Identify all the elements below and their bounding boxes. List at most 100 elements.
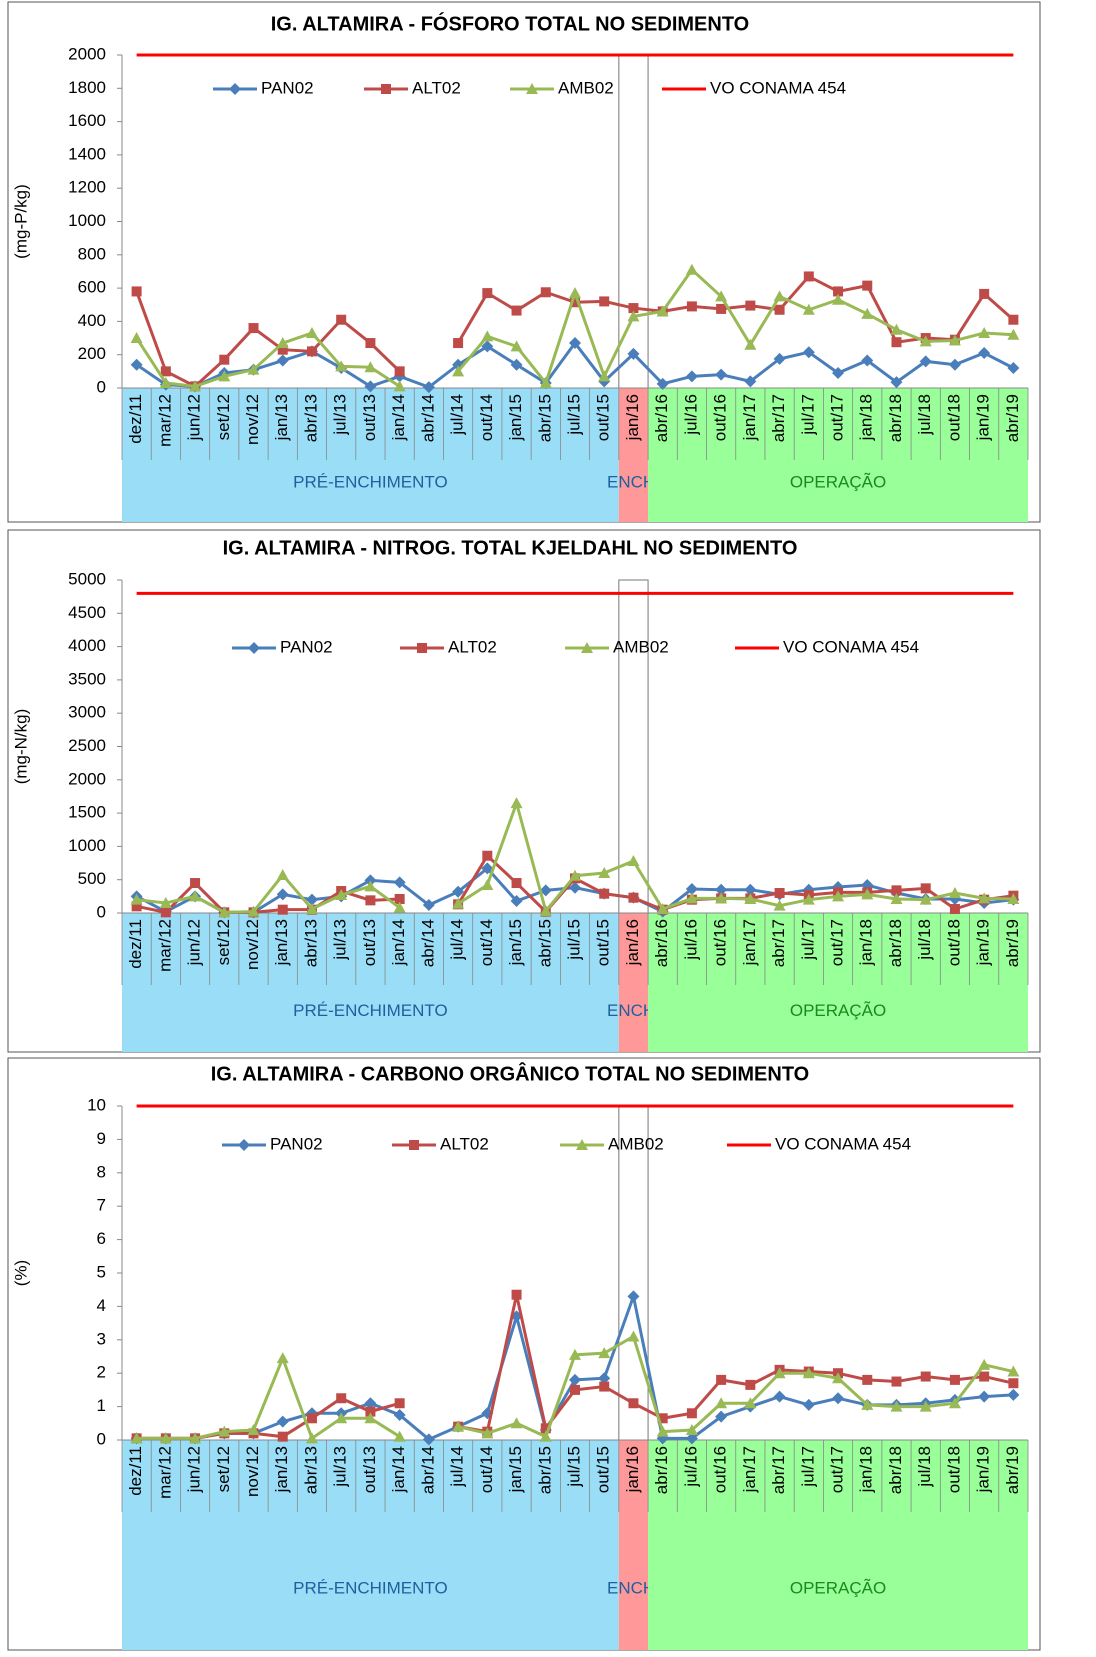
x-tick-label: jan/13 [272, 1446, 291, 1493]
x-tick-label: jul/14 [448, 394, 467, 436]
y-tick-label: 1000 [68, 836, 106, 855]
marker [336, 1393, 347, 1404]
marker [919, 1400, 932, 1412]
y-tick-label: 2000 [68, 44, 106, 63]
marker [229, 83, 241, 95]
marker [130, 332, 143, 344]
marker [364, 880, 377, 892]
marker [715, 1410, 728, 1423]
x-tick-label: out/15 [594, 394, 613, 441]
marker [773, 1390, 786, 1403]
y-tick-label: 1600 [68, 111, 106, 130]
x-tick-label: jan/19 [974, 919, 993, 966]
marker [1007, 362, 1020, 375]
marker [576, 1139, 588, 1150]
marker [598, 370, 611, 382]
marker [336, 314, 347, 325]
marker [948, 358, 961, 371]
phase-band [648, 388, 1028, 522]
x-tick-label: jul/15 [564, 1446, 583, 1488]
marker [306, 1413, 317, 1424]
marker [656, 903, 669, 915]
marker [862, 280, 873, 291]
marker [920, 1371, 931, 1382]
y-tick-label: 500 [78, 869, 106, 888]
marker [890, 1400, 903, 1412]
marker [305, 893, 318, 906]
y-tick-label: 2 [97, 1363, 106, 1382]
x-tick-label: jul/17 [798, 394, 817, 436]
phase-label: ENCH. [607, 473, 660, 492]
marker [481, 862, 494, 875]
marker [365, 338, 376, 349]
x-tick-label: abr/15 [535, 919, 554, 967]
marker [745, 1379, 756, 1390]
marker [131, 901, 142, 912]
y-tick-label: 5 [97, 1262, 106, 1281]
marker [422, 899, 435, 912]
marker [978, 892, 991, 904]
marker [365, 895, 376, 906]
y-tick-label: 0 [97, 1429, 106, 1448]
marker [190, 878, 201, 889]
x-tick-label: abr/17 [769, 919, 788, 967]
phase-label: PRÉ-ENCHIMENTO [293, 1579, 448, 1598]
x-tick-label: jan/17 [740, 919, 759, 966]
series-line [136, 798, 1014, 915]
marker [130, 893, 143, 905]
marker [979, 1371, 990, 1382]
marker [598, 1372, 611, 1385]
x-tick-label: jul/16 [681, 1446, 700, 1488]
marker [482, 288, 493, 299]
y-axis-label: (%) [11, 1260, 30, 1286]
y-tick-label: 0 [97, 902, 106, 921]
marker [540, 1423, 551, 1434]
x-tick-label: jun/12 [185, 394, 204, 441]
marker [510, 358, 523, 371]
marker [569, 337, 581, 350]
marker [540, 287, 551, 298]
legend-label: ALT02 [448, 637, 497, 656]
x-tick-label: abr/16 [652, 394, 671, 442]
marker [238, 1139, 250, 1151]
phase-band [618, 1440, 649, 1650]
marker [417, 643, 427, 653]
marker [861, 888, 874, 900]
marker [948, 887, 961, 899]
x-tick-label: abr/16 [652, 919, 671, 967]
marker [627, 855, 640, 867]
marker [539, 1430, 552, 1442]
marker [218, 1425, 231, 1437]
marker [511, 305, 522, 316]
marker [890, 893, 903, 905]
y-tick-label: 3000 [68, 703, 106, 722]
marker [276, 1352, 289, 1364]
marker [393, 380, 406, 392]
marker [832, 293, 845, 305]
y-axis-label: (mg-N/kg) [11, 709, 30, 785]
marker [1007, 1388, 1020, 1401]
marker [862, 1374, 873, 1385]
marker [159, 897, 172, 909]
x-tick-label: abr/19 [1003, 919, 1022, 967]
y-tick-label: 0 [97, 377, 106, 396]
marker [189, 1432, 202, 1444]
marker [685, 370, 698, 383]
marker [422, 1433, 435, 1446]
x-tick-label: jan/15 [506, 394, 525, 441]
x-tick-label: out/14 [477, 919, 496, 966]
marker [773, 899, 786, 911]
y-tick-label: 9 [97, 1129, 106, 1148]
marker [247, 905, 260, 917]
marker [539, 905, 552, 917]
x-tick-label: abr/13 [301, 394, 320, 442]
marker [685, 1432, 698, 1445]
marker [248, 642, 260, 654]
marker [569, 1373, 581, 1386]
x-tick-label: jul/13 [331, 394, 350, 436]
x-tick-label: abr/13 [301, 919, 320, 967]
marker [570, 297, 580, 308]
marker [393, 901, 406, 913]
y-tick-label: 1 [97, 1396, 106, 1415]
x-tick-label: mar/12 [155, 394, 174, 447]
